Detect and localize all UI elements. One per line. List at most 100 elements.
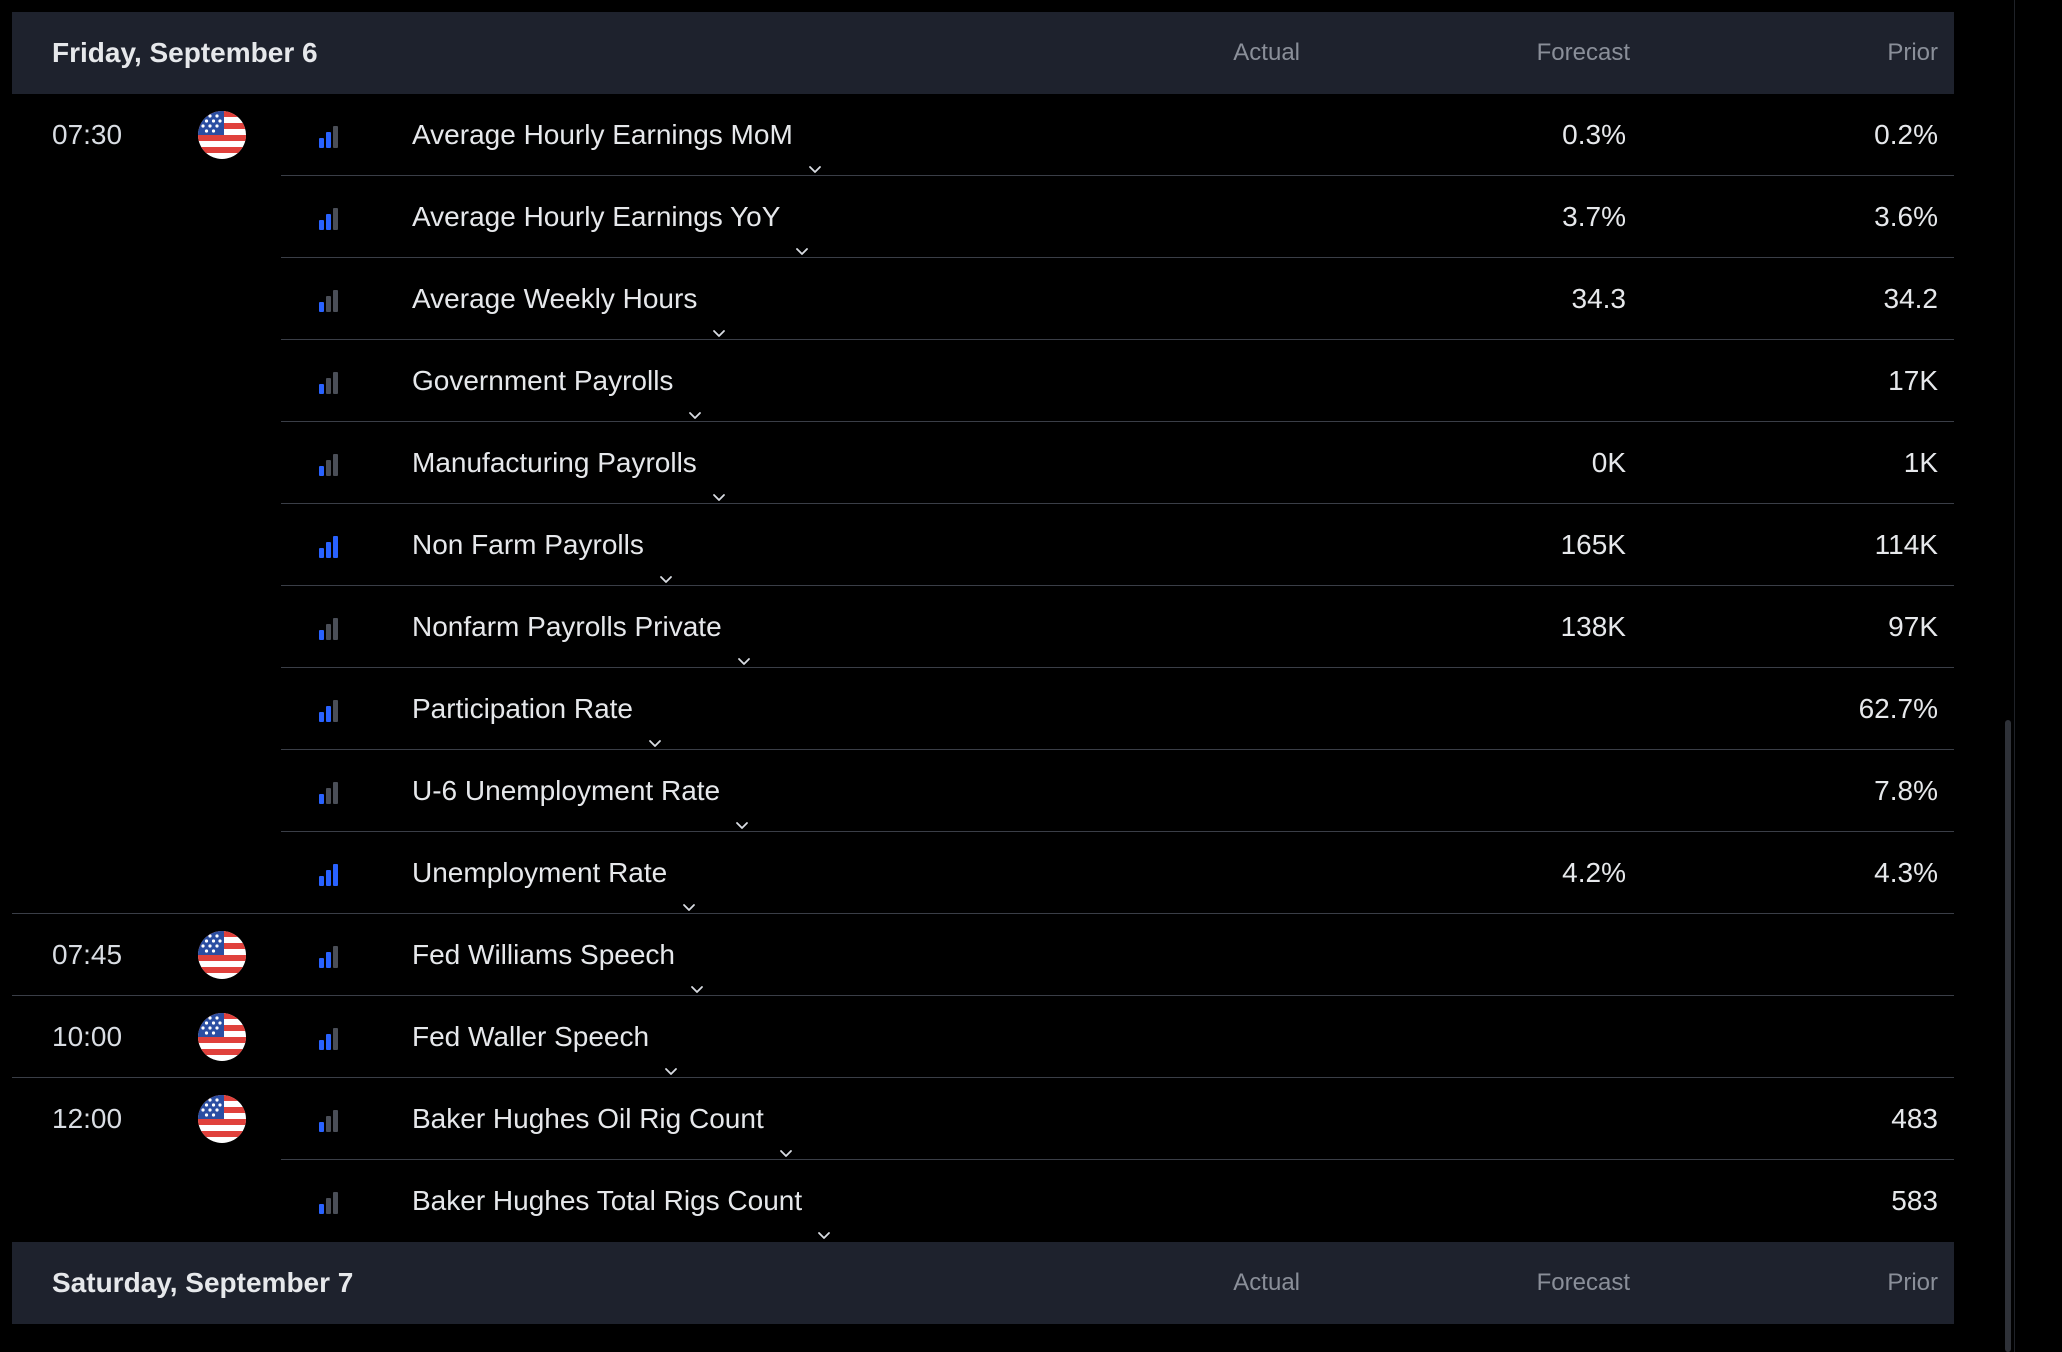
event-row[interactable]: Average Hourly Earnings YoY 3.7% 3.6%	[12, 176, 1954, 258]
event-title-button[interactable]: Unemployment Rate	[412, 832, 697, 914]
prior-value: 483	[1891, 1103, 1938, 1134]
forecast-value: 0.3%	[1562, 119, 1626, 150]
importance-icon	[317, 944, 341, 968]
event-title: Fed Williams Speech	[412, 939, 675, 970]
chevron-down-icon[interactable]	[778, 1111, 794, 1157]
event-title-button[interactable]: Non Farm Payrolls	[412, 504, 674, 586]
economic-calendar: Friday, September 6 Actual Forecast Prior 07…	[12, 12, 1954, 1324]
row-separator	[281, 503, 1954, 504]
event-row[interactable]: Unemployment Rate 4.2% 4.3%	[12, 832, 1954, 914]
importance-icon	[317, 862, 341, 886]
event-row[interactable]: Non Farm Payrolls 165K 114K	[12, 504, 1954, 586]
event-title: U-6 Unemployment Rate	[412, 775, 721, 806]
event-time: 07:45	[52, 939, 123, 970]
prior-value: 3.6%	[1874, 201, 1938, 232]
event-title-button[interactable]: Fed Waller Speech	[412, 996, 679, 1078]
row-separator	[281, 1159, 1954, 1160]
event-title-button[interactable]: Average Weekly Hours	[412, 258, 727, 340]
forecast-value: 34.3	[1571, 283, 1627, 314]
scrollbar-thumb[interactable]	[2005, 720, 2011, 1352]
us-flag-icon	[198, 931, 246, 979]
chevron-down-icon[interactable]	[794, 209, 810, 255]
forecast-value: 0K	[1591, 447, 1626, 478]
chevron-down-icon[interactable]	[687, 373, 703, 419]
prior-value: 17K	[1888, 365, 1938, 396]
event-title-button[interactable]: Baker Hughes Total Rigs Count	[412, 1160, 832, 1242]
event-title-button[interactable]: Average Hourly Earnings MoM	[412, 94, 823, 176]
forecast-value: 3.7%	[1562, 201, 1626, 232]
event-row[interactable]: 12:00 Baker Hughes Oil Rig Count 483	[12, 1078, 1954, 1160]
event-row[interactable]: Baker Hughes Total Rigs Count 583	[12, 1160, 1954, 1242]
event-title-button[interactable]: Manufacturing Payrolls	[412, 422, 727, 504]
row-separator	[281, 585, 1954, 586]
chevron-down-icon[interactable]	[736, 619, 752, 665]
event-time: 07:30	[52, 119, 123, 150]
column-header-actual: Actual	[1233, 1269, 1300, 1296]
event-row[interactable]: 07:30 Average Hourly Earnings MoM 0.3% 0.2%	[12, 94, 1954, 176]
column-header-forecast: Forecast	[1536, 1269, 1630, 1296]
day-date: Friday, September 6	[52, 37, 318, 68]
forecast-value: 138K	[1560, 611, 1626, 642]
importance-icon	[317, 1190, 341, 1214]
event-row[interactable]: Nonfarm Payrolls Private 138K 97K	[12, 586, 1954, 668]
prior-value: 583	[1891, 1185, 1938, 1216]
event-row[interactable]: Participation Rate 62.7%	[12, 668, 1954, 750]
event-row[interactable]: Government Payrolls 17K	[12, 340, 1954, 422]
row-separator	[12, 995, 1954, 996]
prior-value: 0.2%	[1874, 119, 1938, 150]
importance-icon	[317, 1026, 341, 1050]
row-separator	[281, 749, 1954, 750]
event-row[interactable]: U-6 Unemployment Rate 7.8%	[12, 750, 1954, 832]
event-row[interactable]: 10:00 Fed Waller Speech	[12, 996, 1954, 1078]
event-row[interactable]: Manufacturing Payrolls 0K 1K	[12, 422, 1954, 504]
event-row[interactable]: 07:45 Fed Williams Speech	[12, 914, 1954, 996]
chevron-down-icon[interactable]	[681, 865, 697, 911]
day-header: Saturday, September 7 Actual Forecast Prior	[12, 1242, 1954, 1324]
row-separator	[281, 667, 1954, 668]
event-title: Manufacturing Payrolls	[412, 447, 697, 478]
event-time: 12:00	[52, 1103, 123, 1134]
prior-value: 97K	[1888, 611, 1938, 642]
prior-value: 7.8%	[1874, 775, 1938, 806]
chevron-down-icon[interactable]	[689, 947, 705, 993]
importance-icon	[317, 1108, 341, 1132]
forecast-value: 4.2%	[1562, 857, 1626, 888]
column-header-forecast: Forecast	[1536, 39, 1630, 66]
us-flag-icon	[198, 111, 246, 159]
event-title: Average Hourly Earnings YoY	[412, 201, 781, 232]
event-title-button[interactable]: Nonfarm Payrolls Private	[412, 586, 752, 668]
row-separator	[281, 257, 1954, 258]
day-date: Saturday, September 7	[52, 1267, 354, 1298]
event-title-button[interactable]: Participation Rate	[412, 668, 663, 750]
chevron-down-icon[interactable]	[711, 291, 727, 337]
row-separator	[281, 175, 1954, 176]
chevron-down-icon[interactable]	[711, 455, 727, 501]
event-title-button[interactable]: U-6 Unemployment Rate	[412, 750, 750, 832]
event-title: Unemployment Rate	[412, 857, 668, 888]
event-title: Average Hourly Earnings MoM	[412, 119, 793, 150]
chevron-down-icon[interactable]	[734, 783, 750, 829]
event-title: Government Payrolls	[412, 365, 674, 396]
importance-icon	[317, 698, 341, 722]
scrollbar-track[interactable]	[2014, 0, 2015, 1352]
importance-icon	[317, 124, 341, 148]
chevron-down-icon[interactable]	[647, 701, 663, 747]
chevron-down-icon[interactable]	[816, 1193, 832, 1239]
chevron-down-icon[interactable]	[807, 127, 823, 173]
row-separator	[281, 831, 1954, 832]
row-separator	[281, 421, 1954, 422]
forecast-value: 165K	[1560, 529, 1626, 560]
importance-icon	[317, 534, 341, 558]
prior-value: 114K	[1874, 529, 1938, 560]
event-title-button[interactable]: Fed Williams Speech	[412, 914, 705, 996]
event-title-button[interactable]: Average Hourly Earnings YoY	[412, 176, 810, 258]
event-row[interactable]: Average Weekly Hours 34.3 34.2	[12, 258, 1954, 340]
chevron-down-icon[interactable]	[658, 537, 674, 583]
importance-icon	[317, 452, 341, 476]
column-header-prior: Prior	[1887, 39, 1938, 66]
importance-icon	[317, 288, 341, 312]
event-title-button[interactable]: Baker Hughes Oil Rig Count	[412, 1078, 794, 1160]
event-title-button[interactable]: Government Payrolls	[412, 340, 703, 422]
prior-value: 34.2	[1883, 283, 1939, 314]
chevron-down-icon[interactable]	[663, 1029, 679, 1075]
